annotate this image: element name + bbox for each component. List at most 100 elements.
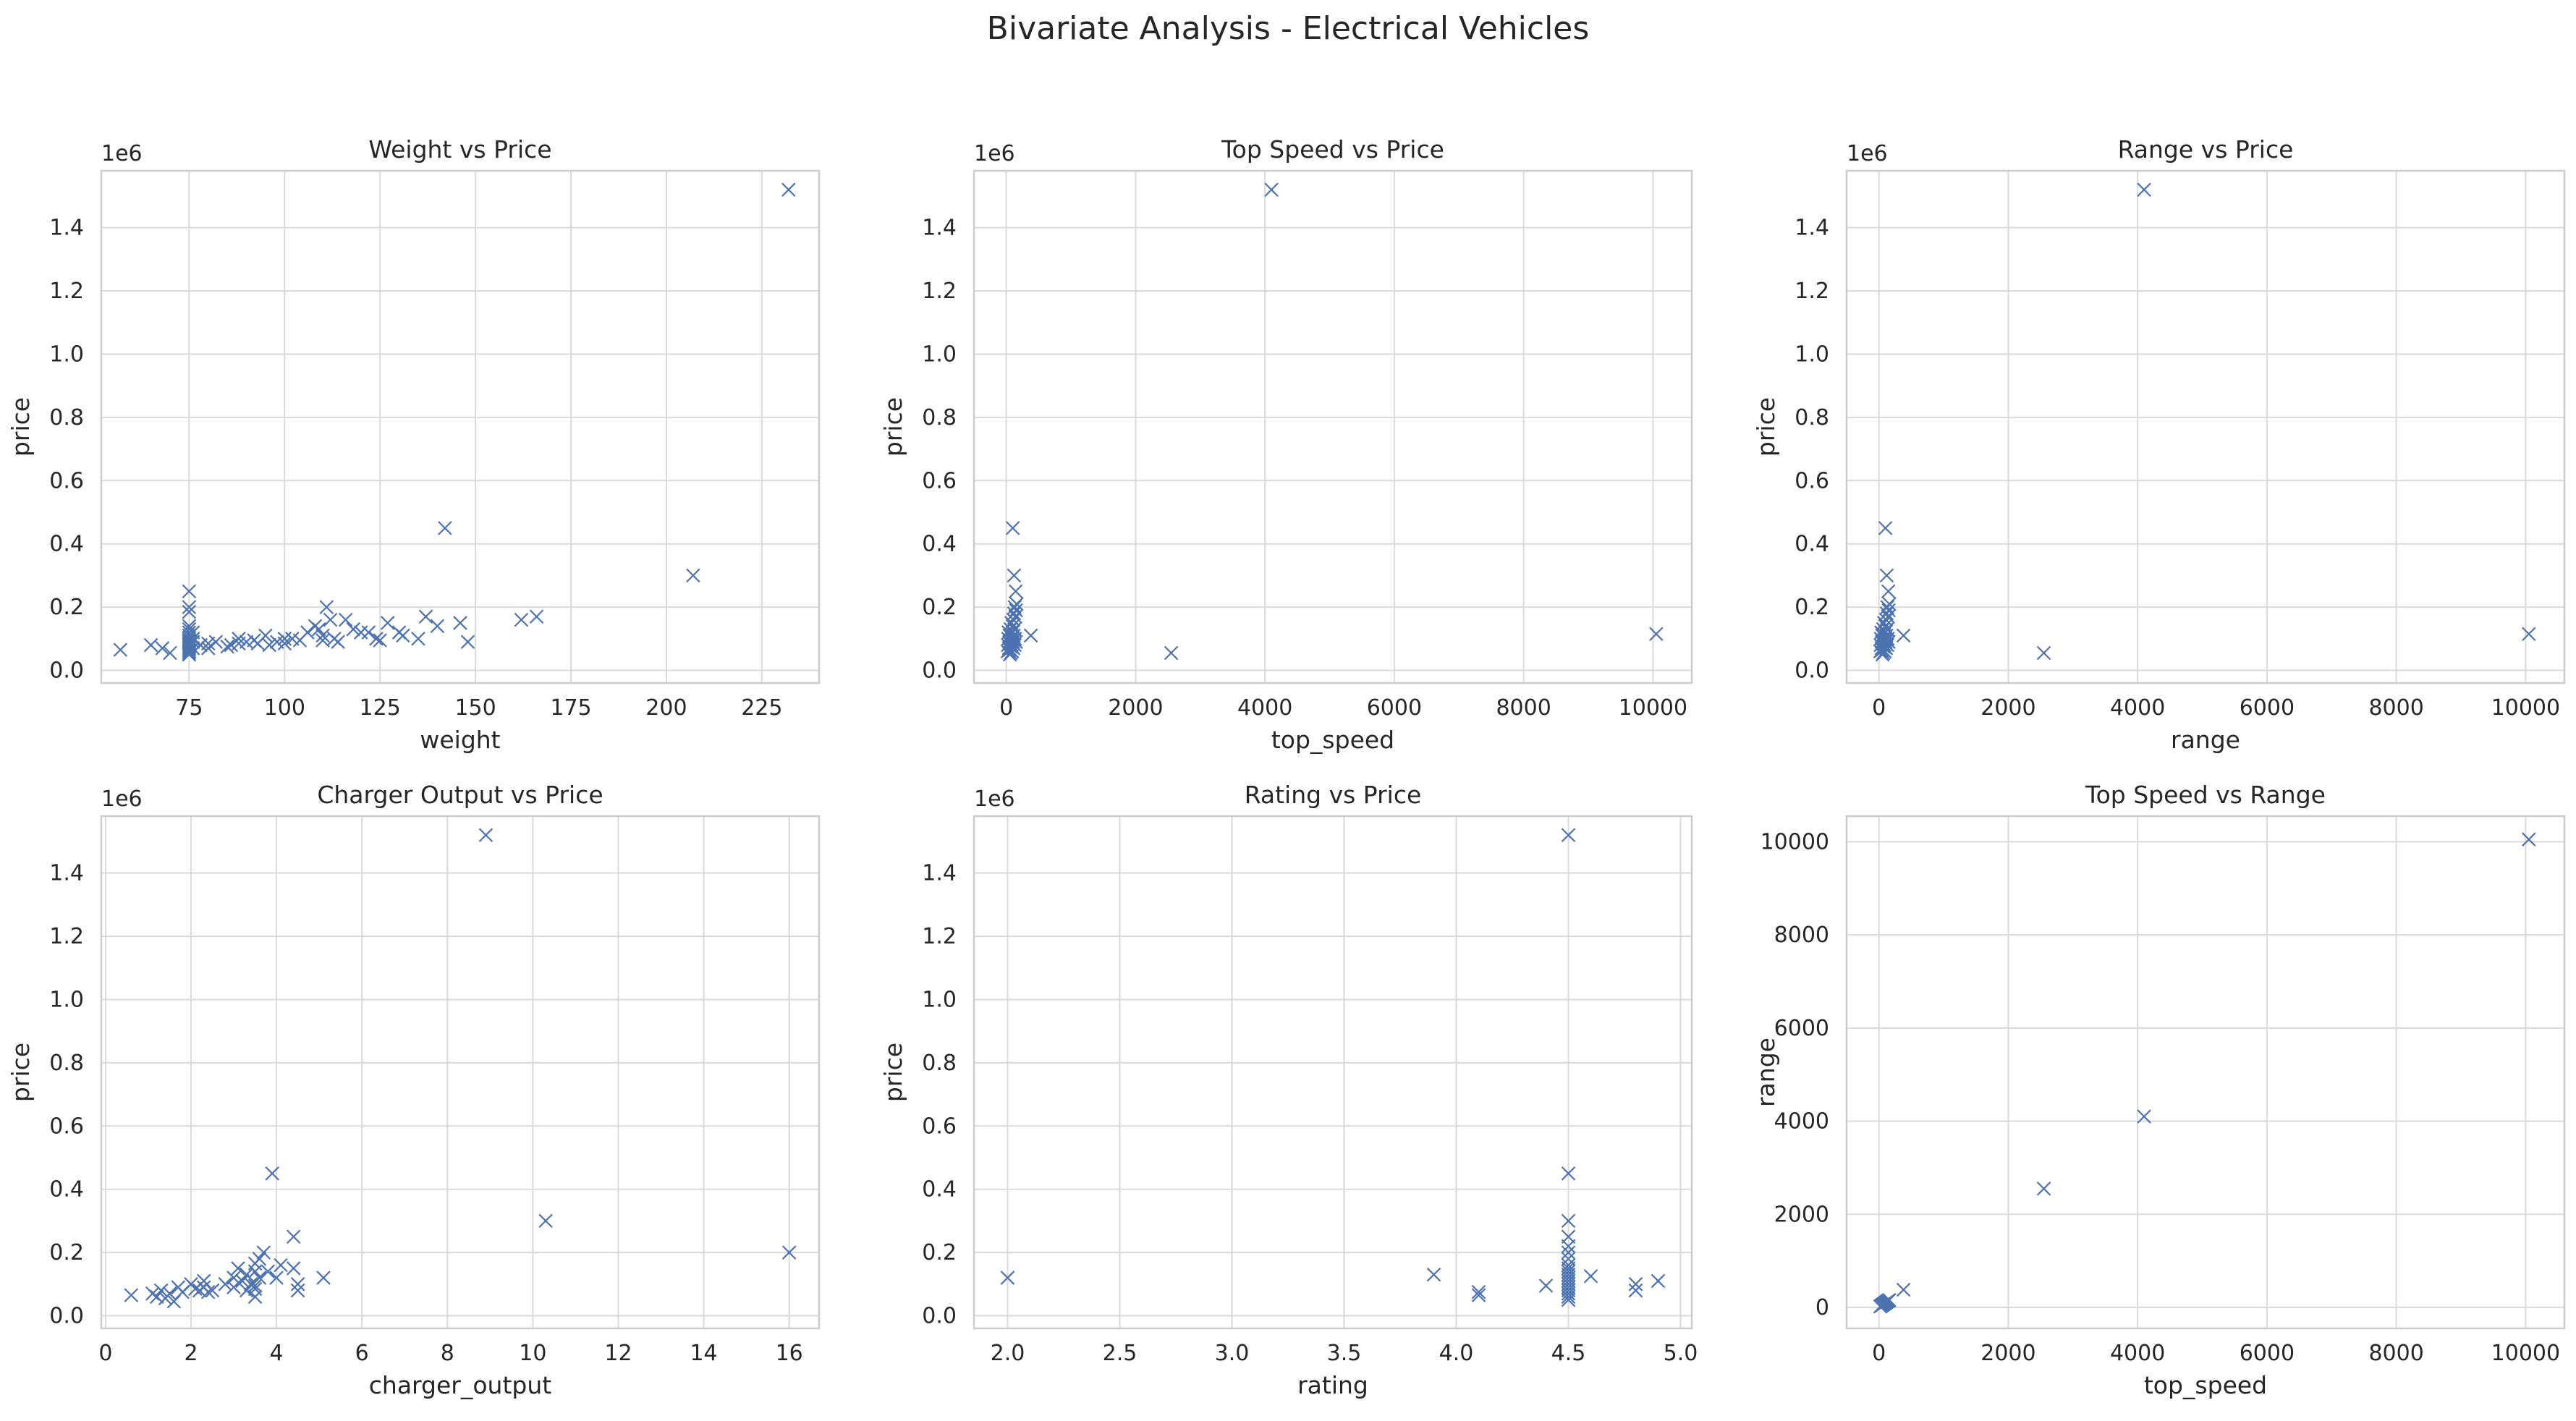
y-tick-label: 0.8 (922, 1051, 957, 1076)
data-point (418, 609, 433, 624)
x-tick-label: 175 (550, 695, 591, 721)
data-point (182, 641, 197, 656)
data-point (300, 625, 315, 640)
data-point (143, 637, 158, 653)
data-point (1881, 603, 1896, 618)
data-point (218, 1277, 233, 1291)
y-tick-label: 1.4 (1795, 216, 1829, 241)
data-point (1005, 521, 1020, 535)
y-tick-label: 10000 (1761, 829, 1829, 854)
y-offset-label: 1e6 (101, 786, 143, 812)
data-point (1561, 1213, 1576, 1229)
y-offset-label: 1e6 (974, 786, 1015, 812)
data-point (1561, 1239, 1576, 1254)
data-point (1007, 637, 1022, 653)
data-point (262, 637, 276, 653)
data-point (1583, 1269, 1598, 1284)
axes-frame (973, 169, 1693, 684)
data-point (1896, 1282, 1911, 1297)
x-tick-label: 2000 (1980, 695, 2035, 721)
data-point (1008, 584, 1023, 599)
data-point (220, 639, 234, 654)
x-tick-label: 200 (645, 695, 687, 721)
subplot-title: Charger Output vs Price (317, 781, 603, 809)
data-point (239, 1267, 254, 1282)
data-point (149, 1289, 164, 1305)
data-point (686, 568, 700, 583)
x-tick-label: 4000 (1237, 695, 1292, 721)
y-tick-label: 0.6 (922, 468, 957, 493)
y-tick-label: 0.0 (922, 1304, 957, 1329)
data-point (155, 641, 170, 656)
x-axis-label: charger_output (369, 1371, 551, 1399)
x-axis-label: range (2171, 726, 2240, 754)
x-axis-label: rating (1297, 1371, 1368, 1399)
data-point (231, 1261, 245, 1276)
data-point (226, 1280, 241, 1294)
data-point (1561, 1292, 1576, 1307)
data-point (163, 645, 177, 661)
x-tick-label: 6000 (1367, 695, 1422, 721)
x-tick-label: 75 (175, 695, 203, 721)
data-point (182, 600, 197, 614)
subplot-1: 75 100 125 150 175 200 225 0.0 0.2 0.4 0.6 0.8 1.0 1.… (7, 135, 821, 754)
data-point (1881, 609, 1895, 624)
y-tick-label: 0.6 (922, 1114, 957, 1139)
y-tick-label: 0.8 (1795, 405, 1829, 430)
x-tick-label: 8 (441, 1341, 454, 1366)
data-point (247, 1289, 263, 1305)
data-point (514, 612, 529, 627)
x-tick-label: 10000 (2491, 1341, 2560, 1366)
y-tick-label: 1.4 (922, 216, 957, 241)
data-point (1561, 1286, 1576, 1301)
y-tick-label: 1.0 (922, 342, 957, 367)
x-tick-label: 2000 (1108, 695, 1163, 721)
data-point (1649, 627, 1664, 642)
data-point (1000, 1271, 1015, 1285)
x-tick-label: 3.0 (1215, 1341, 1250, 1366)
y-tick-label: 0.4 (49, 532, 84, 557)
data-point (200, 641, 216, 656)
subplot-5: 2.0 2.5 3.0 3.5 4.0 4.5 5.0 0.0 0.2 0.4 0.6 0.8 1.0 1… (879, 781, 1698, 1399)
data-point (239, 1283, 254, 1298)
data-point (319, 600, 334, 614)
data-point (1009, 603, 1023, 618)
data-point (1628, 1283, 1643, 1298)
data-point (124, 1288, 139, 1302)
data-point (290, 1277, 305, 1291)
y-tick-label: 0.6 (1795, 468, 1829, 493)
x-tick-label: 6000 (2240, 695, 2295, 721)
x-tick-label: 3.5 (1327, 1341, 1362, 1366)
data-point (286, 1261, 301, 1276)
y-tick-label: 1.2 (922, 924, 957, 949)
x-tick-label: 4.0 (1439, 1341, 1474, 1366)
data-point (1878, 521, 1893, 535)
data-point (1426, 1267, 1441, 1282)
x-tick-label: 225 (741, 695, 782, 721)
axes-frame (100, 169, 821, 684)
x-tick-label: 100 (264, 695, 305, 721)
y-tick-label: 0.2 (922, 595, 957, 620)
x-tick-label: 5.0 (1664, 1341, 1698, 1366)
x-tick-label: 2.0 (991, 1341, 1025, 1366)
data-point (153, 1283, 169, 1298)
y-tick-label: 1.2 (1795, 279, 1829, 304)
data-point (286, 1229, 301, 1244)
x-tick-label: 4000 (2110, 695, 2165, 721)
data-point (182, 604, 197, 619)
data-point (200, 1284, 216, 1299)
data-point (2036, 645, 2051, 661)
y-tick-label: 0.2 (49, 1240, 84, 1265)
x-tick-label: 2.5 (1103, 1341, 1137, 1366)
data-point (1896, 628, 1911, 643)
data-point (208, 635, 224, 649)
data-point (1007, 606, 1022, 621)
subplot-6: 0 2000 4000 6000 8000 10000 0 2000 4000 6000 8000 1… (1752, 781, 2566, 1399)
y-offset-label: 1e6 (1847, 141, 1888, 166)
y-tick-label: 0.4 (922, 532, 957, 557)
data-point (277, 636, 292, 651)
data-point (290, 1283, 305, 1298)
y-tick-label: 0.0 (922, 658, 957, 684)
data-point (1008, 609, 1022, 624)
data-point (232, 632, 246, 646)
